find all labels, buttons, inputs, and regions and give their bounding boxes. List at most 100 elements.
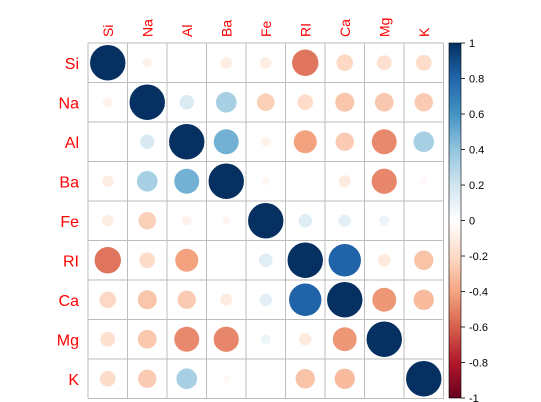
- corr-circle-k-si: [99, 370, 116, 387]
- corr-circle-ca-na: [137, 290, 157, 310]
- colorbar-tick-label: 0.6: [469, 109, 484, 121]
- corr-circle-ba-ca: [338, 175, 351, 188]
- corr-circle-ca-ca: [326, 281, 364, 319]
- corr-circle-k-ca: [334, 368, 355, 389]
- corr-circle-k-k: [405, 360, 443, 398]
- corr-circle-na-ca: [335, 92, 355, 112]
- corr-circle-ba-ba: [207, 162, 245, 200]
- colorbar-tick-label: -0.6: [469, 322, 488, 334]
- row-label: RI: [63, 253, 79, 270]
- corr-circle-al-mg: [371, 129, 397, 155]
- corr-circle-na-k: [414, 93, 433, 112]
- corr-circle-ba-na: [136, 170, 158, 192]
- corr-circle-mg-ba: [213, 326, 239, 352]
- column-label: RI: [297, 23, 313, 37]
- corr-circle-na-na: [128, 83, 166, 121]
- corr-circle-fe-mg: [379, 215, 390, 226]
- column-label: Ba: [218, 20, 234, 37]
- corr-circle-ri-si: [94, 247, 121, 274]
- corr-circle-si-mg: [376, 55, 392, 71]
- corr-circle-ca-k: [413, 289, 434, 310]
- colorbar-tick-label: -0.8: [469, 358, 488, 370]
- column-label: Si: [100, 25, 116, 37]
- corr-circle-ri-mg: [378, 254, 391, 267]
- corr-circle-ri-na: [139, 252, 156, 269]
- corr-circle-ca-al: [177, 290, 196, 309]
- corr-circle-mg-mg: [365, 320, 403, 358]
- corr-circle-ri-ca: [328, 244, 361, 277]
- colorbar: [448, 42, 462, 399]
- row-label: Ba: [59, 174, 79, 191]
- corr-circle-si-ca: [336, 54, 353, 71]
- colorbar-tick-label: 1: [469, 38, 475, 50]
- corr-circle-na-si: [102, 97, 113, 108]
- corr-circle-na-al: [179, 95, 194, 110]
- colorbar-tick-label: 0: [469, 216, 475, 228]
- corr-circle-ca-ba: [220, 293, 233, 306]
- row-label: Si: [65, 56, 79, 73]
- colorbar-ticks: 1 0.8 0.6 0.4 0.2 0 -0.2 -0.4 -0.6 -0.8 -1: [461, 38, 488, 402]
- corr-circle-ba-fe: [261, 177, 270, 186]
- corr-circle-fe-al: [181, 215, 192, 226]
- corr-circle-mg-ri: [299, 333, 312, 346]
- corr-circle-al-ba: [213, 129, 239, 155]
- corr-circle-mg-si: [100, 331, 116, 347]
- grid-layer: [87, 42, 444, 399]
- row-label: K: [68, 372, 79, 389]
- corr-circle-ca-ri: [289, 283, 322, 316]
- row-labels: Si Na Al Ba Fe RI Ca Mg K: [57, 56, 80, 389]
- row-label: Na: [59, 95, 80, 112]
- corr-circle-na-fe: [256, 93, 275, 112]
- corr-circle-na-mg: [374, 92, 394, 112]
- corr-circle-k-ri: [295, 369, 315, 389]
- corr-circle-ca-si: [99, 291, 116, 308]
- corr-circle-ri-ri: [286, 241, 324, 279]
- colorbar-tick-label: 0.2: [469, 180, 484, 192]
- colorbar-tick-label: -1: [469, 393, 479, 402]
- corr-circle-al-ri: [293, 130, 317, 154]
- circle-layer: [89, 44, 443, 398]
- corr-circle-k-al: [176, 368, 198, 390]
- row-label: Al: [65, 135, 79, 152]
- corr-circle-k-ba: [222, 375, 230, 383]
- colorbar-tick-label: 0.8: [469, 74, 484, 86]
- corr-circle-na-ba: [215, 91, 237, 113]
- row-label: Ca: [59, 293, 80, 310]
- corr-circle-ri-al: [175, 248, 199, 272]
- column-label: Mg: [376, 18, 392, 37]
- column-label: Fe: [258, 20, 274, 37]
- corr-circle-ri-k: [414, 250, 434, 270]
- corr-circle-fe-ca: [338, 214, 351, 227]
- corr-circle-al-k: [413, 131, 435, 153]
- corr-circle-ba-k: [420, 177, 428, 185]
- corr-circle-ba-mg: [371, 168, 397, 194]
- corr-circle-ri-fe: [259, 253, 273, 267]
- corr-circle-si-fe: [260, 57, 272, 69]
- corr-circle-si-k: [415, 54, 432, 71]
- row-label: Mg: [57, 332, 79, 349]
- corr-circle-ba-al: [174, 168, 200, 194]
- corr-circle-al-fe: [260, 136, 271, 147]
- corr-circle-al-na: [140, 134, 155, 149]
- corr-circle-fe-ri: [298, 214, 312, 228]
- column-labels: Si Na Al Ba Fe RI Ca Mg K: [100, 18, 432, 37]
- corr-circle-mg-ca: [332, 327, 357, 352]
- column-label: Na: [139, 19, 155, 37]
- corr-circle-fe-na: [138, 211, 157, 230]
- corr-circle-al-ca: [335, 132, 354, 151]
- corr-circle-si-ri: [292, 49, 319, 76]
- corr-circle-fe-ba: [222, 216, 231, 225]
- corr-circle-mg-na: [137, 329, 157, 349]
- corr-circle-na-ri: [297, 94, 314, 111]
- column-label: Ca: [337, 19, 353, 37]
- corr-circle-ca-fe: [259, 293, 272, 306]
- colorbar-tick-label: -0.2: [469, 251, 488, 263]
- colorbar-tick-label: 0.4: [469, 145, 484, 157]
- corr-circle-ca-mg: [372, 287, 397, 312]
- column-label: Al: [179, 25, 195, 37]
- corr-circle-ba-si: [102, 175, 114, 187]
- corr-circle-k-na: [138, 369, 157, 388]
- colorbar-tick-label: -0.4: [469, 287, 488, 299]
- corr-circle-fe-si: [102, 215, 114, 227]
